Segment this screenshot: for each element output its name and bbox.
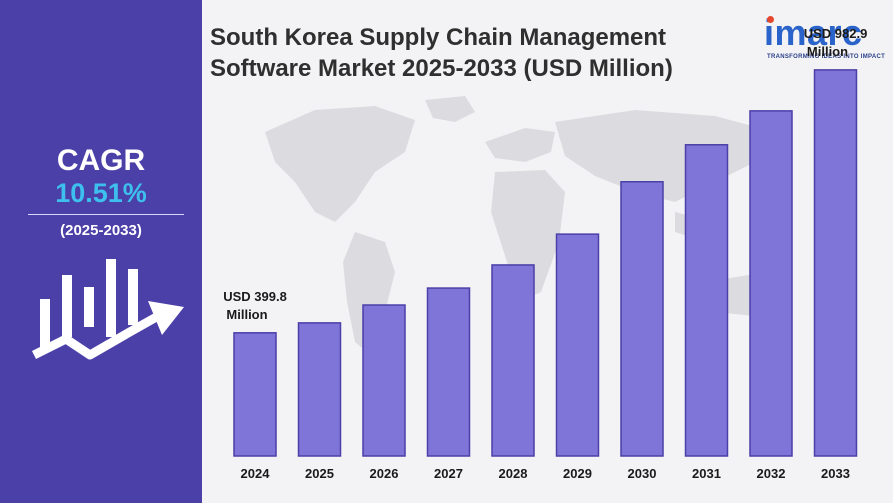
- logo-tagline: TRANSFORMING IDEAS INTO IMPACT: [767, 54, 886, 60]
- x-tick-label-2029: 2029: [563, 466, 592, 481]
- cagr-sidebar: CAGR 10.51% (2025-2033): [0, 0, 202, 503]
- cagr-period: (2025-2033): [60, 222, 142, 239]
- imarc-logo: imarc TRANSFORMING IDEAS INTO IMPACT: [758, 6, 886, 66]
- bar-2032: [749, 110, 793, 457]
- cagr-divider: [28, 214, 184, 215]
- bar-2024: [233, 332, 277, 457]
- bar-2029: [555, 233, 600, 457]
- data-label-2024-line1: USD 399.8: [223, 289, 287, 304]
- title-line-2: Software Market 2025-2033 (USD Million): [210, 55, 673, 82]
- bar-2026: [362, 304, 406, 457]
- bar-2028: [491, 264, 535, 457]
- chart-title: South Korea Supply Chain Management Soft…: [210, 22, 750, 84]
- bar-2025: [297, 322, 342, 457]
- x-tick-label-2028: 2028: [499, 466, 528, 481]
- title-line-1: South Korea Supply Chain Management: [210, 24, 667, 51]
- bar-2031: [684, 144, 729, 457]
- x-tick-label-2030: 2030: [628, 466, 657, 481]
- cagr-label: CAGR: [56, 144, 146, 177]
- x-tick-label-2032: 2032: [757, 466, 786, 481]
- x-tick-label-2027: 2027: [434, 466, 463, 481]
- x-tick-label-2033: 2033: [821, 466, 850, 481]
- x-tick-label-2026: 2026: [370, 466, 399, 481]
- logo-word: imarc: [764, 12, 863, 53]
- data-label-2024-line2: Million: [226, 307, 267, 322]
- data-label-2033-line2: Million: [807, 44, 848, 59]
- data-label-2033-line1: USD 982.9: [804, 26, 868, 41]
- x-tick-label-2025: 2025: [305, 466, 334, 481]
- bar-2033: [813, 69, 858, 457]
- cagr-value: 10.51%: [55, 178, 147, 208]
- bar-2027: [426, 287, 471, 457]
- x-tick-label-2024: 2024: [241, 466, 271, 481]
- growth-chart-icon: [31, 259, 184, 360]
- logo-dot: [767, 16, 774, 23]
- x-tick-label-2031: 2031: [692, 466, 721, 481]
- bar-2030: [620, 180, 664, 457]
